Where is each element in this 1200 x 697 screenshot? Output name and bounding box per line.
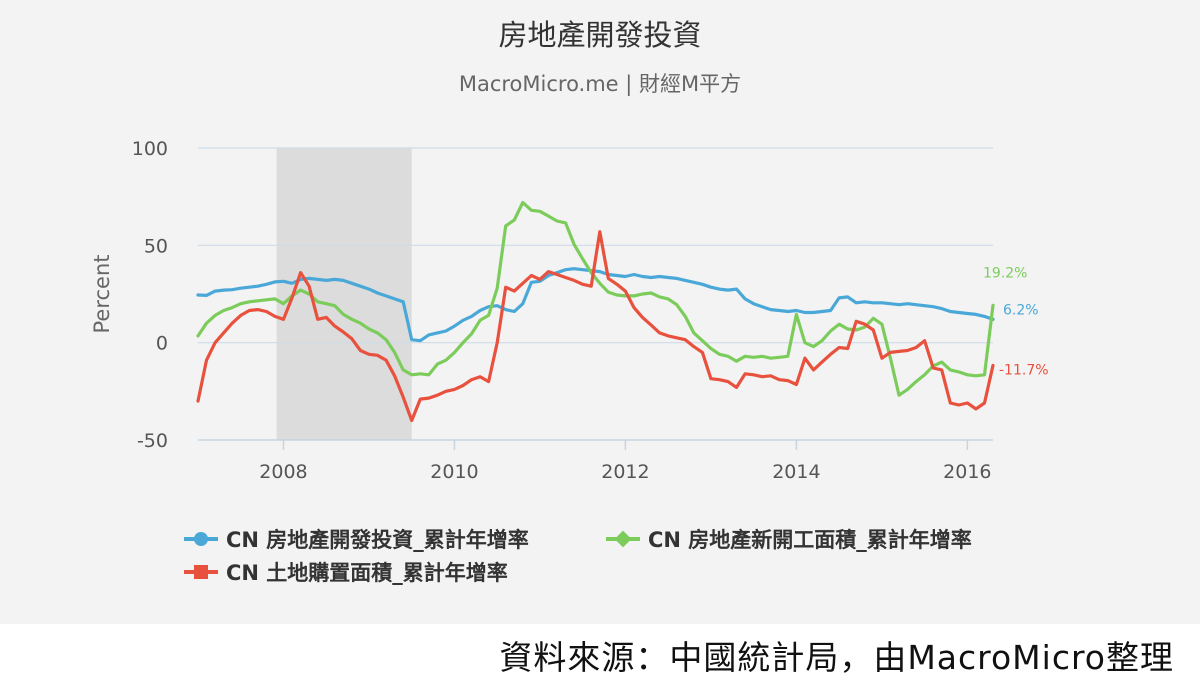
end-value-label: -11.7%	[999, 362, 1049, 378]
x-tick-label: 2016	[943, 461, 991, 483]
x-tick-label: 2014	[772, 461, 820, 483]
source-note: 資料來源：中國統計局，由MacroMicro整理	[499, 638, 1174, 677]
legend-swatch-square	[184, 562, 218, 582]
recession-shading	[276, 148, 412, 440]
legend-item-new-construction[interactable]: CN 房地產新開工面積_累計年增率	[606, 524, 972, 554]
y-tick-label: 100	[132, 138, 168, 160]
y-axis-labels: 100 50 0 -50	[132, 138, 168, 452]
series-group	[196, 200, 995, 423]
y-axis-title: Percent	[90, 254, 114, 333]
end-value-label: 6.2%	[1003, 302, 1039, 318]
x-tick-label: 2012	[601, 461, 649, 483]
legend-swatch-circle	[184, 529, 218, 549]
legend-label: CN 土地購置面積_累計年增率	[226, 561, 508, 585]
x-tick-label: 2008	[259, 461, 307, 483]
x-tick-label: 2010	[430, 461, 478, 483]
chart-subtitle: MacroMicro.me | 財經M平方	[458, 72, 742, 96]
chart-title: 房地產開發投資	[498, 18, 702, 52]
chart-panel: 房地產開發投資 MacroMicro.me | 財經M平方 100 50 0 -50 …	[0, 0, 1200, 624]
legend-label: CN 房地產開發投資_累計年增率	[226, 528, 529, 552]
x-axis: 2008 2010 2012 2014 2016	[198, 439, 993, 483]
series-line-1	[196, 200, 995, 397]
legend-item-investment[interactable]: CN 房地產開發投資_累計年增率	[184, 524, 529, 554]
line-chart: 100 50 0 -50 2008 2010 2012 2014 2016 Percent 6…	[90, 138, 1049, 483]
y-tick-label: -50	[137, 430, 168, 452]
legend-swatch-diamond	[606, 529, 640, 549]
end-labels: 6.2% 19.2% -11.7%	[983, 265, 1049, 378]
series-line-2	[196, 230, 995, 423]
end-value-label: 19.2%	[983, 265, 1027, 281]
series-line-0	[196, 267, 995, 343]
grid-lines	[198, 147, 993, 344]
y-tick-label: 50	[144, 235, 168, 257]
y-tick-label: 0	[156, 333, 168, 355]
legend-item-land-purchase[interactable]: CN 土地購置面積_累計年增率	[184, 557, 508, 587]
legend-label: CN 房地產新開工面積_累計年增率	[648, 528, 972, 552]
